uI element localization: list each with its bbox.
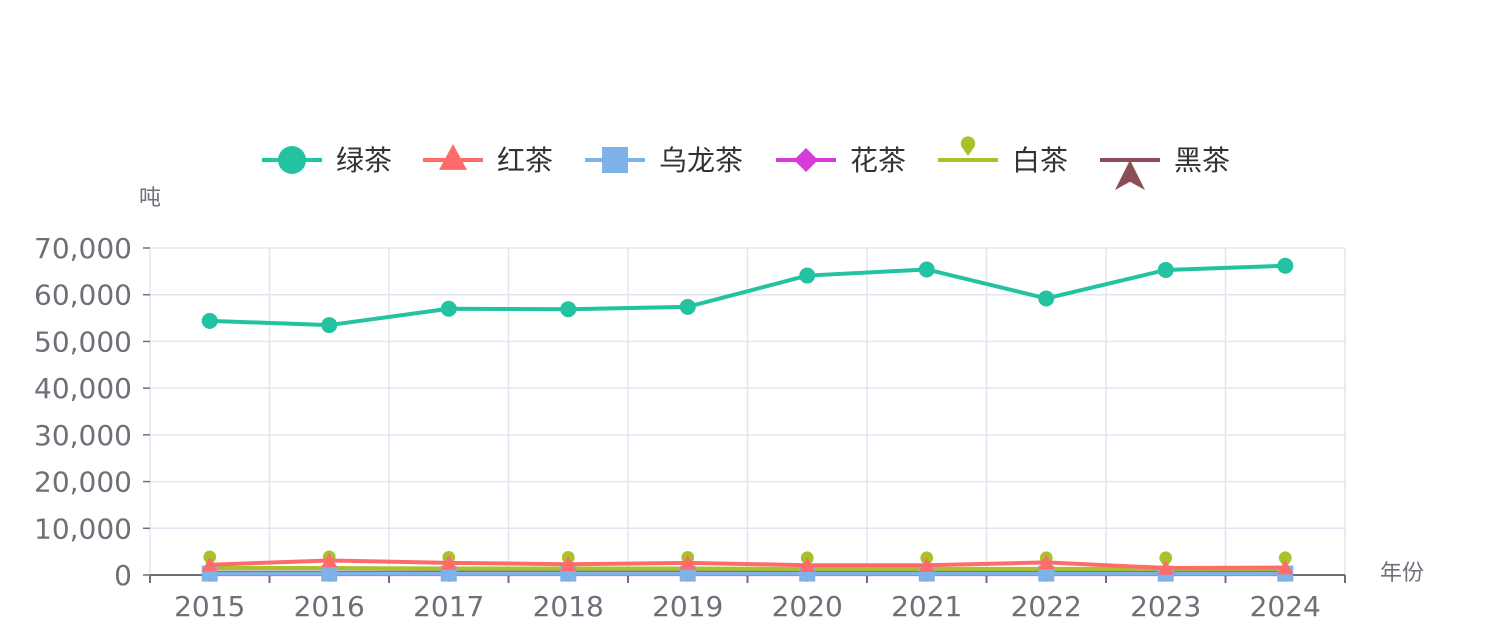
data-point-1-6 xyxy=(918,557,935,572)
y-axis-name: 吨 xyxy=(139,186,161,211)
legend-label: 花茶 xyxy=(850,144,906,177)
data-point-1-4 xyxy=(679,554,696,570)
data-point-0-1 xyxy=(321,317,338,334)
x-tick-label: 2016 xyxy=(294,590,365,623)
series-1 xyxy=(201,552,1294,575)
data-point-0-3 xyxy=(560,301,577,318)
legend-pin-icon xyxy=(960,136,976,156)
series-line-4 xyxy=(207,565,1288,571)
data-point-1-7 xyxy=(1038,554,1055,570)
data-point-0-7 xyxy=(1038,290,1055,307)
data-point-0-6 xyxy=(918,261,935,278)
legend-circle-icon xyxy=(278,146,306,174)
legend-item-5[interactable]: 黑茶 xyxy=(1100,144,1230,190)
legend-label: 乌龙茶 xyxy=(659,144,743,177)
y-tick-label: 70,000 xyxy=(34,232,132,265)
legend-item-1[interactable]: 红茶 xyxy=(423,144,553,177)
data-point-1-9 xyxy=(1277,559,1294,575)
data-point-0-2 xyxy=(440,300,457,317)
legend-item-0[interactable]: 绿茶 xyxy=(262,144,392,177)
x-tick-label: 2022 xyxy=(1011,590,1082,623)
legend-label: 绿茶 xyxy=(336,144,392,177)
x-tick-label: 2023 xyxy=(1130,590,1201,623)
x-tick-label: 2019 xyxy=(652,590,723,623)
data-point-1-0 xyxy=(201,556,218,572)
y-tick-label: 10,000 xyxy=(34,512,132,545)
legend-item-4[interactable]: 白茶 xyxy=(938,136,1068,177)
y-tick-label: 40,000 xyxy=(34,372,132,405)
series-line-1 xyxy=(207,558,1288,570)
x-tick-label: 2017 xyxy=(413,590,484,623)
data-point-2-1 xyxy=(321,565,338,582)
x-tick-label: 2021 xyxy=(891,590,962,623)
data-point-1-1 xyxy=(321,552,338,568)
y-tick-label: 20,000 xyxy=(34,466,132,499)
grid xyxy=(149,247,1346,575)
legend-item-3[interactable]: 花茶 xyxy=(776,144,906,177)
series-line-0 xyxy=(207,263,1288,328)
y-tick-label: 30,000 xyxy=(34,419,132,452)
data-point-0-4 xyxy=(679,298,696,315)
x-tick-label: 2020 xyxy=(772,590,843,623)
data-point-1-3 xyxy=(560,556,577,572)
legend-item-2[interactable]: 乌龙茶 xyxy=(585,144,743,177)
legend-square-icon xyxy=(602,147,628,173)
data-point-1-2 xyxy=(440,554,457,570)
y-tick-label: 0 xyxy=(114,559,132,592)
legend[interactable]: 绿茶 红茶 乌龙茶 花茶 白茶 黑茶 xyxy=(262,136,1230,190)
legend-label: 红茶 xyxy=(497,144,553,177)
x-tick-label: 2018 xyxy=(533,590,604,623)
legend-triangle-icon xyxy=(439,144,467,170)
series-0 xyxy=(201,257,1294,334)
x-tick-label: 2024 xyxy=(1250,590,1321,623)
legend-arrow-icon xyxy=(1115,160,1145,190)
x-axis-name: 年份 xyxy=(1380,561,1424,586)
data-point-0-8 xyxy=(1157,261,1174,278)
data-point-0-5 xyxy=(799,267,816,284)
legend-label: 白茶 xyxy=(1012,144,1068,177)
legend-label: 黑茶 xyxy=(1174,144,1230,177)
y-tick-label: 60,000 xyxy=(34,279,132,312)
data-point-1-5 xyxy=(799,557,816,572)
data-point-0-0 xyxy=(201,312,218,329)
series xyxy=(201,257,1294,583)
y-tick-label: 50,000 xyxy=(34,325,132,358)
axes: 吨 年份 0 10,000 20,000 30,000 40,000 50,000 60,0… xyxy=(34,186,1424,623)
data-point-0-9 xyxy=(1277,257,1294,274)
data-point-1-8 xyxy=(1157,559,1174,575)
data-point-2-7 xyxy=(1038,565,1055,582)
x-tick-label: 2015 xyxy=(174,590,245,623)
legend-diamond-icon xyxy=(794,148,818,172)
